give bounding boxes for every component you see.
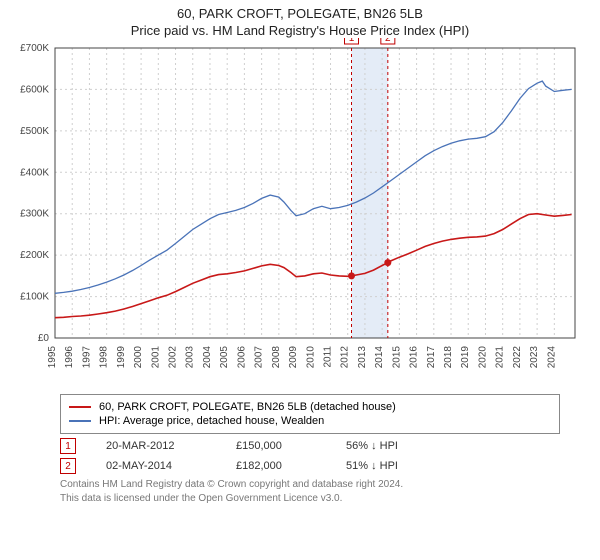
legend-row: 60, PARK CROFT, POLEGATE, BN26 5LB (deta…	[69, 401, 551, 413]
x-tick-label: 2015	[391, 346, 402, 369]
x-tick-label: 2007	[254, 346, 265, 369]
x-tick-label: 2020	[477, 346, 488, 369]
y-tick-label: £700K	[20, 43, 49, 54]
sale-price: £182,000	[236, 460, 316, 472]
y-tick-label: £100K	[20, 292, 49, 303]
series-hpi	[55, 81, 572, 293]
sale-marker-icon: 2	[60, 458, 76, 474]
y-tick-label: £200K	[20, 250, 49, 261]
y-tick-label: £600K	[20, 84, 49, 95]
x-tick-label: 2003	[185, 346, 196, 369]
sales-table: 1 20-MAR-2012 £150,000 56% ↓ HPI 2 02-MAY-201…	[60, 438, 560, 474]
footer: Contains HM Land Registry data © Crown c…	[60, 478, 560, 505]
title-main: 60, PARK CROFT, POLEGATE, BN26 5LB	[0, 6, 600, 21]
x-tick-label: 2013	[357, 346, 368, 369]
y-tick-label: £400K	[20, 167, 49, 178]
x-tick-label: 2005	[219, 346, 230, 369]
x-tick-label: 2011	[322, 346, 333, 368]
x-tick-label: 2023	[529, 346, 540, 369]
sale-date: 02-MAY-2014	[106, 460, 206, 472]
x-tick-label: 2018	[443, 346, 454, 369]
legend-row: HPI: Average price, detached house, Weal…	[69, 415, 551, 427]
x-tick-label: 2008	[271, 346, 282, 369]
footer-line-1: Contains HM Land Registry data © Crown c…	[60, 478, 560, 492]
legend-swatch	[69, 406, 91, 408]
sale-marker-label: 2	[385, 38, 391, 44]
y-tick-label: £0	[38, 333, 50, 344]
legend: 60, PARK CROFT, POLEGATE, BN26 5LB (deta…	[60, 394, 560, 434]
y-tick-label: £500K	[20, 126, 49, 137]
x-tick-label: 2024	[546, 346, 557, 369]
legend-label: HPI: Average price, detached house, Weal…	[99, 415, 324, 427]
root: 60, PARK CROFT, POLEGATE, BN26 5LB Price…	[0, 0, 600, 505]
x-tick-label: 1995	[47, 346, 58, 369]
x-tick-label: 2004	[202, 346, 213, 369]
sale-point	[348, 272, 355, 279]
sale-price: £150,000	[236, 440, 316, 452]
x-tick-label: 1997	[81, 346, 92, 369]
title-sub: Price paid vs. HM Land Registry's House …	[0, 23, 600, 38]
x-tick-label: 1998	[99, 346, 110, 369]
x-tick-label: 2017	[426, 346, 437, 369]
x-tick-label: 2012	[340, 346, 351, 369]
title-block: 60, PARK CROFT, POLEGATE, BN26 5LB Price…	[0, 0, 600, 38]
x-tick-label: 2021	[495, 346, 506, 369]
x-tick-label: 2006	[236, 346, 247, 369]
plot-border	[55, 48, 575, 338]
chart: £0 £100K £200K £300K £400K £500K £600K £700K 199…	[0, 38, 600, 388]
x-tick-label: 2014	[374, 346, 385, 369]
x-tick-label: 2022	[512, 346, 523, 369]
x-tick-label: 2002	[168, 346, 179, 369]
x-tick-label: 2000	[133, 346, 144, 369]
x-tick-label: 2001	[150, 346, 161, 369]
x-tick-label: 2016	[409, 346, 420, 369]
sale-row: 1 20-MAR-2012 £150,000 56% ↓ HPI	[60, 438, 560, 454]
chart-svg: £0 £100K £200K £300K £400K £500K £600K £700K 199…	[0, 38, 600, 383]
sale-point	[384, 259, 391, 266]
sale-date: 20-MAR-2012	[106, 440, 206, 452]
sale-marker-label: 1	[349, 38, 355, 44]
x-tick-label: 2019	[460, 346, 471, 369]
sale-row: 2 02-MAY-2014 £182,000 51% ↓ HPI	[60, 458, 560, 474]
legend-label: 60, PARK CROFT, POLEGATE, BN26 5LB (deta…	[99, 401, 396, 413]
x-tick-label: 1996	[64, 346, 75, 369]
x-tick-label: 2010	[305, 346, 316, 369]
sale-delta: 51% ↓ HPI	[346, 460, 426, 472]
footer-line-2: This data is licensed under the Open Gov…	[60, 492, 560, 506]
legend-swatch	[69, 420, 91, 422]
sale-marker-icon: 1	[60, 438, 76, 454]
x-tick-label: 2009	[288, 346, 299, 369]
x-tick-label: 1999	[116, 346, 127, 369]
sale-delta: 56% ↓ HPI	[346, 440, 426, 452]
y-tick-label: £300K	[20, 209, 49, 220]
